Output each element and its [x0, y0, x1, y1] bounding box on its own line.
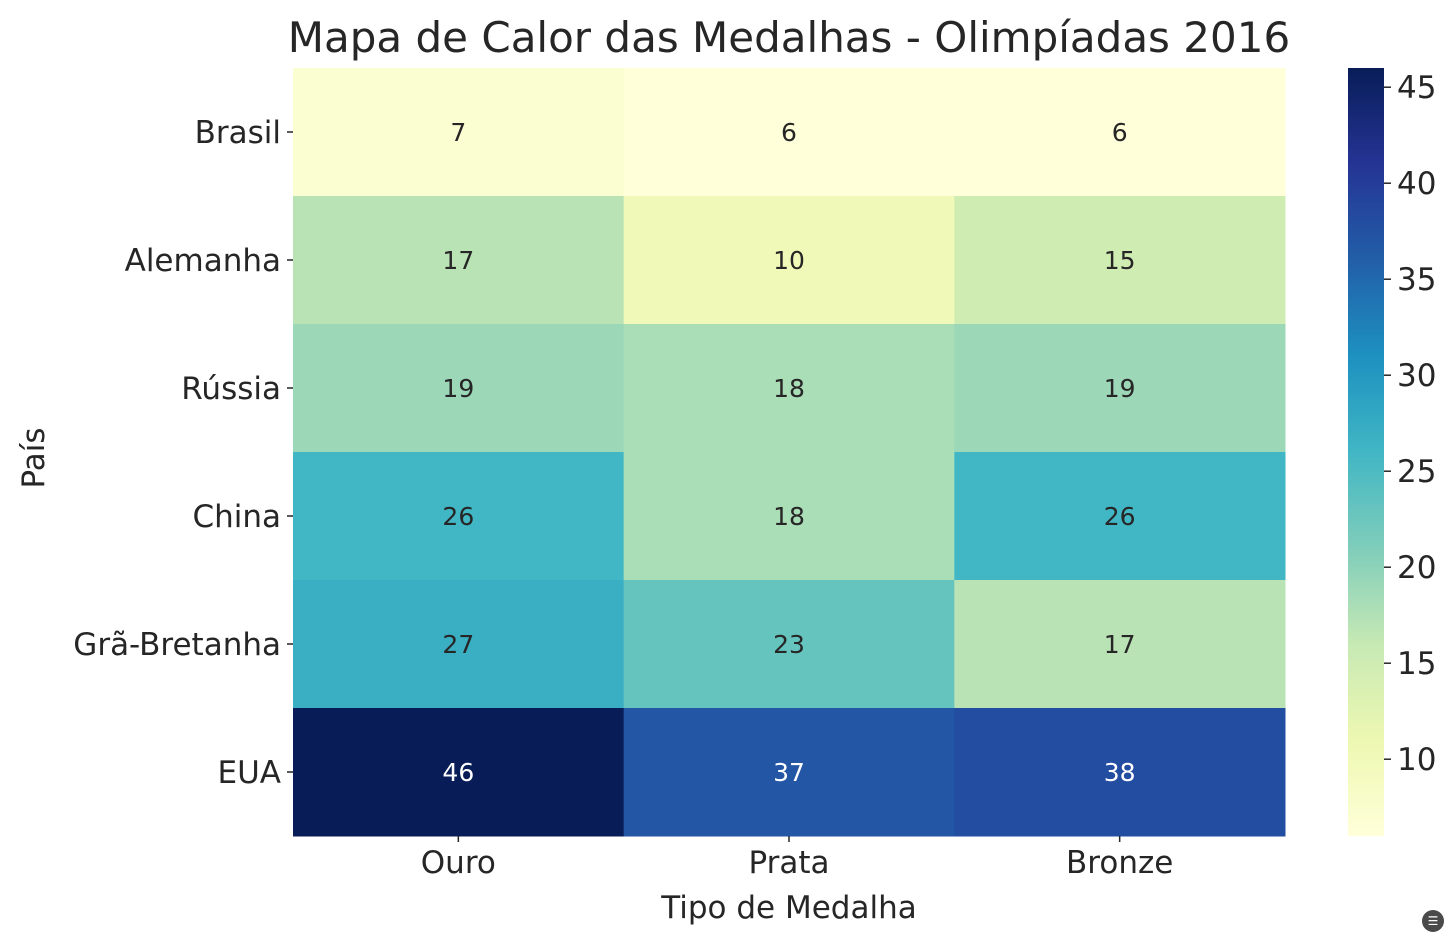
heatmap-cell — [954, 452, 1286, 581]
heatmap-cell — [293, 580, 625, 709]
colorbar-tick-label: 15 — [1397, 646, 1436, 682]
heatmap-cell — [293, 708, 625, 837]
heatmap-cell — [954, 580, 1286, 709]
cell-value-label: 26 — [442, 502, 474, 531]
cell-value-label: 46 — [442, 758, 474, 787]
colorbar-tick-label: 45 — [1397, 70, 1436, 106]
x-axis: Ouro Prata Bronze — [421, 836, 1173, 881]
heatmap-cell — [954, 708, 1286, 837]
heatmap-cell — [293, 324, 625, 453]
heatmap-cell — [293, 68, 625, 197]
heatmap-cell — [623, 580, 955, 709]
y-tick-label: Brasil — [195, 115, 281, 151]
heatmap-cell — [623, 68, 955, 197]
heatmap-cell — [293, 452, 625, 581]
colorbar: 10 15 20 25 30 35 40 45 — [1348, 68, 1436, 836]
x-tick-label: Ouro — [421, 845, 496, 881]
cell-value-label: 27 — [442, 630, 474, 659]
heatmap-cell — [954, 324, 1286, 453]
heatmap-cell — [623, 452, 955, 581]
cell-value-label: 15 — [1104, 246, 1136, 275]
cell-value-label: 18 — [773, 374, 805, 403]
cell-value-label: 6 — [781, 118, 797, 147]
cell-value-label: 17 — [1104, 630, 1136, 659]
colorbar-tick-label: 10 — [1397, 742, 1436, 778]
cell-value-label: 19 — [442, 374, 474, 403]
y-tick-label: Alemanha — [125, 243, 281, 279]
heatmap-cells: 7 6 6 17 10 15 19 18 19 26 18 26 27 23 17 46 37 38 — [293, 68, 1286, 837]
y-axis: Brasil Alemanha Rússia China Grã-Bretanha EUA — [73, 115, 293, 791]
cell-value-label: 10 — [773, 246, 805, 275]
cell-value-label: 17 — [442, 246, 474, 275]
heatmap-cell — [954, 196, 1286, 325]
y-tick-label: EUA — [218, 755, 281, 791]
x-tick-label: Bronze — [1066, 845, 1173, 881]
cell-value-label: 7 — [450, 118, 466, 147]
cell-value-label: 37 — [773, 758, 805, 787]
cell-value-label: 23 — [773, 630, 805, 659]
colorbar-ticks: 10 15 20 25 30 35 40 45 — [1384, 70, 1436, 778]
x-axis-label: Tipo de Medalha — [660, 890, 916, 926]
cell-value-label: 19 — [1104, 374, 1136, 403]
cell-value-label: 26 — [1104, 502, 1136, 531]
colorbar-tick-label: 20 — [1397, 550, 1436, 586]
chart-title: Mapa de Calor das Medalhas - Olimpíadas … — [288, 13, 1290, 62]
colorbar-tick-label: 30 — [1397, 358, 1436, 394]
cell-value-label: 38 — [1104, 758, 1136, 787]
cell-value-label: 18 — [773, 502, 805, 531]
colorbar-tick-label: 35 — [1397, 262, 1436, 298]
x-tick-label: Prata — [748, 845, 829, 881]
y-axis-label: País — [16, 427, 52, 488]
heatmap-cell — [293, 196, 625, 325]
colorbar-tick-label: 40 — [1397, 166, 1436, 202]
y-tick-label: Rússia — [181, 371, 281, 407]
heatmap-cell — [623, 324, 955, 453]
heatmap-cell — [623, 196, 955, 325]
feedback-icon[interactable]: ☰ — [1422, 910, 1444, 932]
heatmap-cell — [954, 68, 1286, 197]
heatmap-cell — [623, 708, 955, 837]
y-tick-label: China — [192, 499, 281, 535]
y-tick-label: Grã-Bretanha — [73, 627, 281, 663]
cell-value-label: 6 — [1112, 118, 1128, 147]
colorbar-gradient — [1348, 68, 1384, 836]
colorbar-tick-label: 25 — [1397, 454, 1436, 490]
